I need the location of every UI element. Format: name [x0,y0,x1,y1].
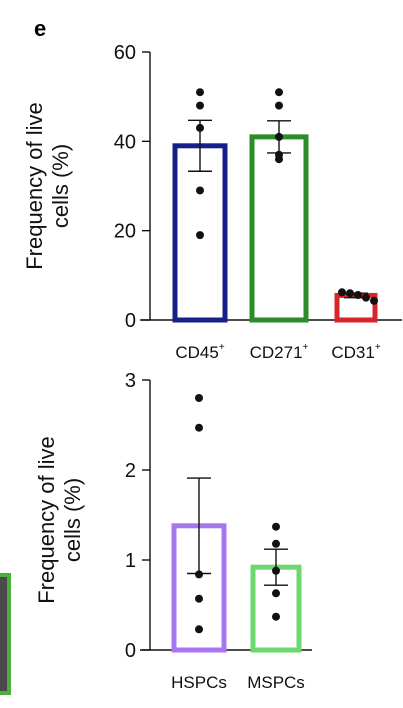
y-axis-label-line-1: Frequency of live [34,436,59,604]
y-axis-label-line-1: Frequency of live [22,102,47,270]
y-tick-label: 1 [125,550,136,572]
category-labels: HSPCs MSPCs [171,673,305,692]
data-point-cd31 [338,288,346,297]
data-point-cd271 [275,88,283,97]
y-tick-label: 40 [114,131,136,153]
y-tick-label: 0 [125,640,136,662]
data-point-hspcs [195,570,203,579]
data-point-hspcs [195,423,203,432]
data-point-cd271 [275,132,283,141]
cropped-image-edge [0,573,11,695]
data-point-mspcs [272,589,280,598]
y-tick-label: 0 [125,310,136,332]
data-point-mspcs [272,539,280,548]
y-axis-label: Frequency of live cells (%) [22,102,73,270]
data-point-cd271 [275,155,283,164]
bar-cd271 [249,134,309,323]
category-label-cd45: CD45+ [175,342,224,362]
bars [171,523,302,653]
data-point-cd45 [196,186,204,195]
bars [172,134,378,323]
chart-top: Frequency of live cells (%) 0 20 40 60 CD45… [22,42,402,362]
category-labels: CD45+ CD271+ CD31+ [175,342,380,362]
y-axis-label-line-2: cells (%) [48,144,73,228]
y-axis-label: Frequency of live cells (%) [34,436,85,604]
data-points [196,88,378,305]
data-point-mspcs [272,612,280,621]
y-tick-label: 20 [114,221,136,243]
data-point-cd45 [196,88,204,97]
data-point-cd45 [196,123,204,132]
category-label-cd271: CD271+ [250,342,309,362]
data-point-cd271 [275,101,283,110]
data-points [195,394,280,634]
y-tick-label: 2 [125,460,136,482]
data-point-hspcs [195,594,203,603]
y-tick-label: 3 [125,370,136,392]
y-ticks: 0 1 2 3 [125,370,150,662]
data-point-hspcs [195,394,203,402]
y-tick-label: 60 [114,42,136,64]
data-point-cd45 [196,101,204,110]
category-label-mspcs: MSPCs [247,673,305,692]
chart-bottom: Frequency of live cells (%) 0 1 2 3 HSPCs M… [34,370,312,692]
data-point-cd31 [362,293,370,302]
y-axis-label-line-2: cells (%) [60,478,85,562]
data-point-hspcs [195,625,203,634]
data-point-mspcs [272,522,280,531]
data-point-cd31 [370,296,378,305]
data-point-mspcs [272,566,280,575]
data-point-cd31 [354,290,362,299]
category-label-cd31: CD31+ [331,342,380,362]
y-ticks: 0 20 40 60 [114,42,150,332]
category-label-hspcs: HSPCs [171,673,227,692]
data-point-cd31 [346,289,354,298]
data-point-cd45 [196,231,204,240]
panel-letter: e [34,16,46,41]
